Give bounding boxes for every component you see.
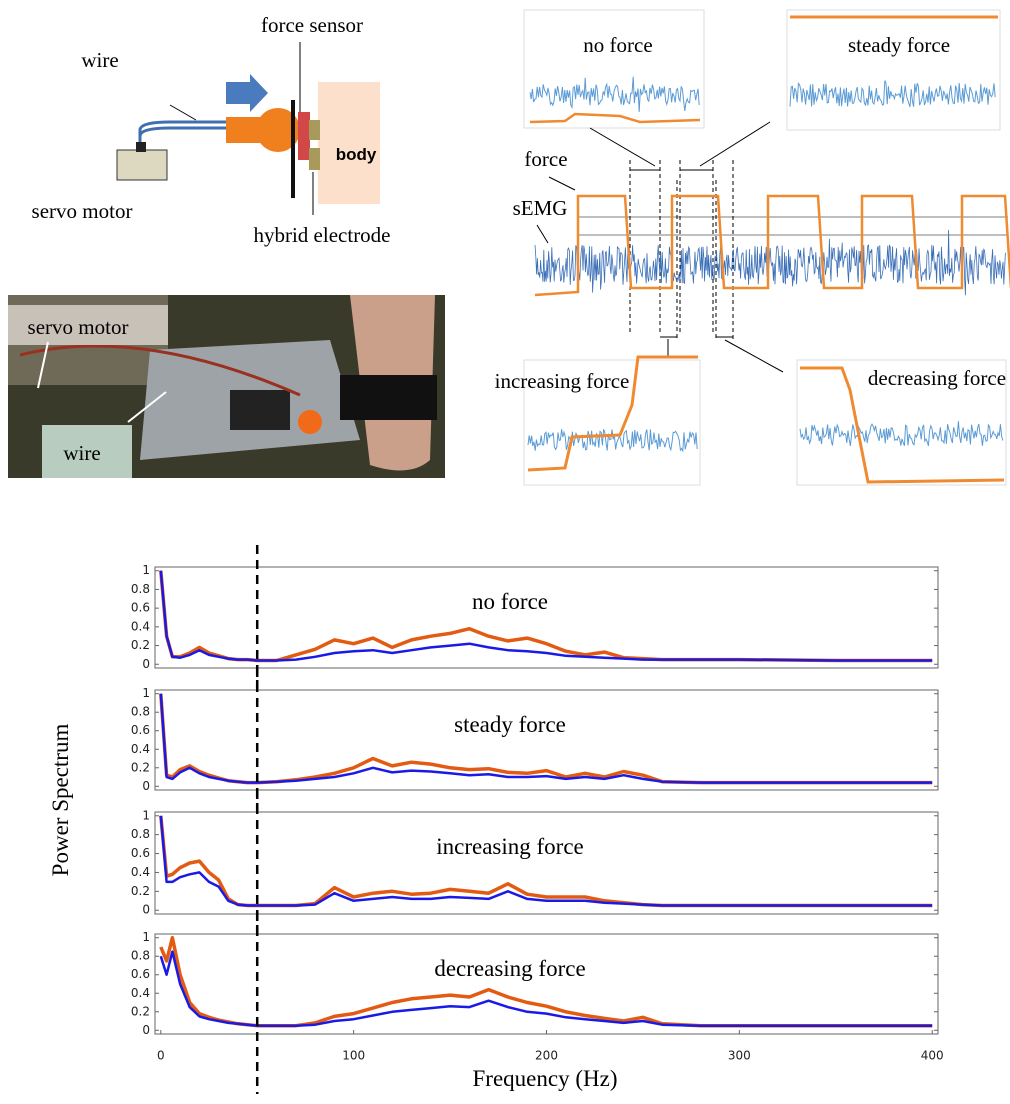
label: body	[336, 145, 377, 164]
x-tick-label: 0	[157, 1049, 165, 1063]
label: increasing force	[495, 369, 630, 393]
pointer	[127, 391, 167, 423]
motor-tip	[256, 108, 300, 152]
y-tick-label: 0	[142, 903, 150, 917]
label: sEMG	[513, 196, 568, 220]
x-tick-label: 200	[535, 1049, 558, 1063]
y-tick-label: 0	[142, 779, 150, 793]
label: servo motor	[32, 199, 133, 223]
photo-servo	[230, 390, 290, 430]
y-tick-label: 0	[142, 1023, 150, 1037]
force-trace	[529, 112, 701, 124]
force-trace	[800, 366, 1005, 484]
y-tick-label: 0.4	[131, 619, 150, 633]
servo-box	[116, 149, 168, 181]
emg-trace	[534, 229, 1006, 296]
wire-shape	[138, 120, 226, 150]
plot-frame	[154, 933, 939, 1035]
label: force	[524, 147, 567, 171]
y-tick-label: 0.2	[131, 760, 150, 774]
y-tick-label: 1	[142, 808, 150, 822]
emg-trace	[789, 80, 996, 108]
inset	[523, 359, 701, 486]
pointer	[169, 104, 197, 121]
emg-trace	[799, 421, 1004, 446]
y-tick-label: 0.8	[131, 949, 150, 963]
spectrum-line	[159, 815, 933, 908]
y-tick-label: 0.4	[131, 865, 150, 879]
y-tick-label: 0.8	[131, 705, 150, 719]
y-tick-label: 0.2	[131, 638, 150, 652]
label: force sensor	[261, 13, 363, 37]
y-tick-label: 1	[142, 686, 150, 700]
y-tick-label: 0.2	[131, 884, 150, 898]
window-lines	[629, 160, 734, 340]
plot-frame	[154, 566, 939, 669]
y-tick-label: 0.4	[131, 986, 150, 1000]
y-tick-label: 0.6	[131, 967, 150, 981]
panel-title: no force	[472, 589, 548, 614]
photo-band	[340, 375, 437, 420]
servo-shaft	[136, 142, 146, 152]
label-bg	[8, 305, 168, 345]
y-tick-label: 0.8	[131, 827, 150, 841]
y-tick-label: 0.8	[131, 582, 150, 596]
spectrum-line	[159, 570, 933, 663]
spectrum-line	[159, 950, 933, 1027]
force-trace	[534, 194, 1010, 297]
label: steady force	[848, 33, 950, 57]
plot-frame	[154, 811, 939, 915]
pointer	[37, 341, 49, 389]
inset	[786, 9, 1001, 131]
y-tick-label: 0	[142, 657, 150, 671]
y-tick-label: 1	[142, 930, 150, 944]
plot-frame	[154, 689, 939, 791]
label: servo motor	[28, 315, 129, 339]
arrows	[536, 121, 784, 373]
label: wire	[81, 48, 118, 72]
x-axis-label: Frequency (Hz)	[473, 1066, 618, 1091]
force-trace	[527, 355, 698, 472]
label: wire	[63, 441, 100, 465]
x-tick-label: 300	[728, 1049, 751, 1063]
panel-title: steady force	[454, 712, 566, 737]
y-tick-label: 0.2	[131, 1004, 150, 1018]
sensor	[298, 112, 310, 160]
inset	[796, 359, 1007, 486]
label-bg	[42, 425, 132, 478]
y-tick-label: 0.6	[131, 723, 150, 737]
label: decreasing force	[868, 366, 1006, 390]
photo-ball	[298, 410, 322, 434]
spectrum-line	[159, 693, 933, 785]
setup-diagram: force sensor wire servo motor hybrid ele…	[32, 13, 391, 247]
y-tick-label: 1	[142, 563, 150, 577]
panel-title: decreasing force	[434, 956, 585, 981]
y-axis-label: Power Spectrum	[48, 724, 73, 877]
push-arrow	[226, 74, 268, 112]
label: no force	[583, 33, 652, 57]
y-tick-label: 0.6	[131, 846, 150, 860]
signal-panel: no force steady force increasing force d…	[495, 9, 1010, 486]
spectrum-line	[159, 815, 933, 907]
photo: servo motor wire	[8, 295, 445, 478]
panel-title: increasing force	[436, 834, 584, 859]
spectrum-line	[159, 693, 933, 784]
spectrum-line	[159, 570, 933, 662]
y-tick-label: 0.4	[131, 742, 150, 756]
electrode	[309, 148, 320, 170]
electrode	[309, 120, 320, 140]
x-tick-label: 400	[921, 1049, 944, 1063]
emg-trace	[529, 76, 700, 112]
plate	[291, 100, 295, 198]
body-shape	[318, 82, 380, 204]
spectrum-line	[159, 935, 933, 1028]
inset	[523, 9, 705, 129]
y-tick-label: 0.6	[131, 601, 150, 615]
label: hybrid electrode	[253, 223, 390, 247]
photo-cable	[19, 344, 301, 397]
x-tick-label: 100	[342, 1049, 365, 1063]
